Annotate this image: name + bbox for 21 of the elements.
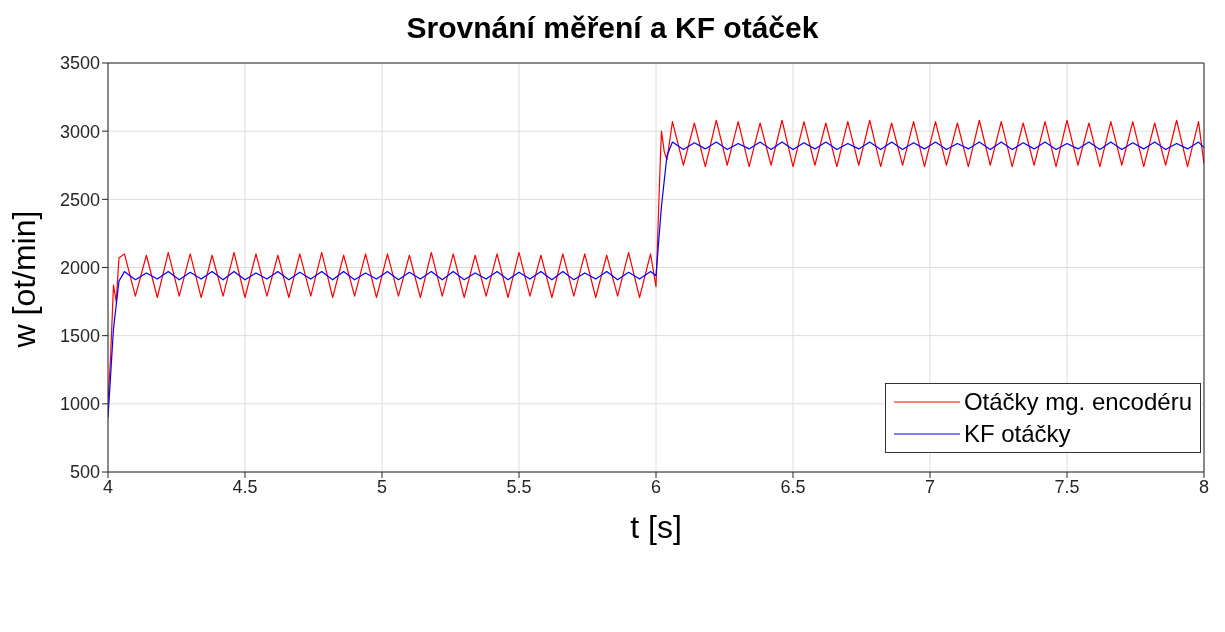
y-axis-title: w [ot/min] [6,210,43,349]
legend-label: Otáčky mg. encodéru [963,387,1192,417]
legend-label: KF otáčky [963,419,1071,449]
x-tick-label: 4.5 [232,476,258,497]
y-tick-label: 3000 [59,121,100,142]
y-tick-label: 3500 [59,53,100,74]
y-tick-label: 1500 [59,326,100,347]
x-tick-label: 6 [650,476,662,497]
y-tick-label: 2500 [59,189,100,210]
x-tick-label: 5 [376,476,388,497]
x-tick-label: 4 [102,476,114,497]
x-tick-label: 7.5 [1054,476,1080,497]
x-axis-title: t [s] [630,509,682,545]
x-tick-label: 5.5 [506,476,532,497]
x-tick-label: 7 [924,476,936,497]
y-tick-label: 2000 [59,257,100,278]
x-tick-label: 8 [1198,476,1210,497]
chart-title: Srovnání měření a KF otáček [405,10,820,46]
y-tick-label: 1000 [59,394,100,415]
y-tick-label: 500 [69,462,100,483]
x-tick-label: 6.5 [780,476,806,497]
